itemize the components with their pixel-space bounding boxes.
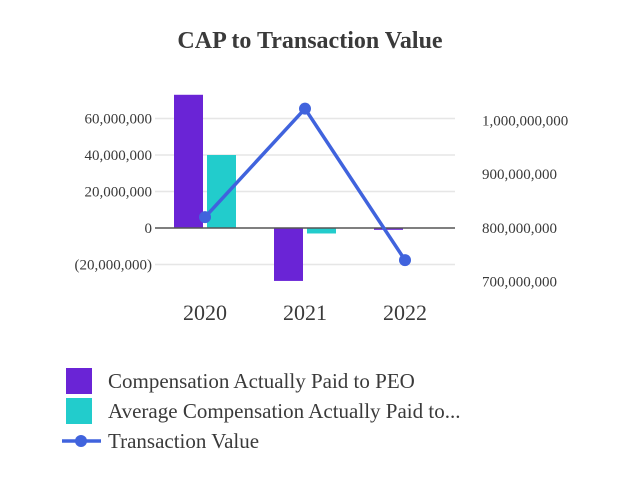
left-tick-label: (20,000,000) bbox=[75, 258, 153, 274]
left-axis: 60,000,000 40,000,000 20,000,000 0 (20,000,0… bbox=[75, 112, 153, 274]
left-tick-label: 20,000,000 bbox=[85, 185, 153, 201]
bar-2020 bbox=[174, 94, 203, 229]
legend-swatch bbox=[66, 398, 92, 424]
bar-2021 bbox=[274, 228, 303, 281]
right-tick-label: 800,000,000 bbox=[482, 221, 557, 237]
line-series bbox=[199, 102, 411, 267]
line-point bbox=[299, 102, 311, 115]
x-tick-label: 2021 bbox=[283, 300, 327, 325]
bar-2022 bbox=[374, 228, 403, 230]
legend-label: Average Compensation Actually Paid to... bbox=[108, 399, 460, 423]
line-point bbox=[399, 254, 411, 267]
right-tick-label: 700,000,000 bbox=[482, 275, 557, 291]
legend: Compensation Actually Paid to PEO Average… bbox=[62, 368, 460, 453]
bar-2021 bbox=[307, 228, 336, 234]
right-tick-label: 900,000,000 bbox=[482, 167, 557, 183]
right-tick-label: 1,000,000,000 bbox=[482, 114, 568, 130]
legend-label: Transaction Value bbox=[108, 429, 259, 453]
x-tick-label: 2020 bbox=[183, 300, 227, 325]
legend-marker bbox=[75, 435, 87, 447]
line-point bbox=[199, 211, 211, 224]
x-tick-label: 2022 bbox=[383, 300, 427, 325]
legend-label: Compensation Actually Paid to PEO bbox=[108, 369, 415, 393]
bar-2020 bbox=[207, 155, 236, 228]
left-tick-label: 60,000,000 bbox=[85, 112, 153, 128]
left-tick-label: 0 bbox=[145, 221, 153, 237]
x-axis: 2020 2021 2022 bbox=[183, 300, 427, 325]
legend-swatch bbox=[66, 368, 92, 394]
chart-title: CAP to Transaction Value bbox=[177, 28, 442, 54]
left-tick-label: 40,000,000 bbox=[85, 148, 153, 164]
bars bbox=[174, 94, 403, 281]
right-axis: 1,000,000,000 900,000,000 800,000,000 700,0… bbox=[482, 114, 568, 291]
transaction-value-line bbox=[203, 105, 407, 262]
